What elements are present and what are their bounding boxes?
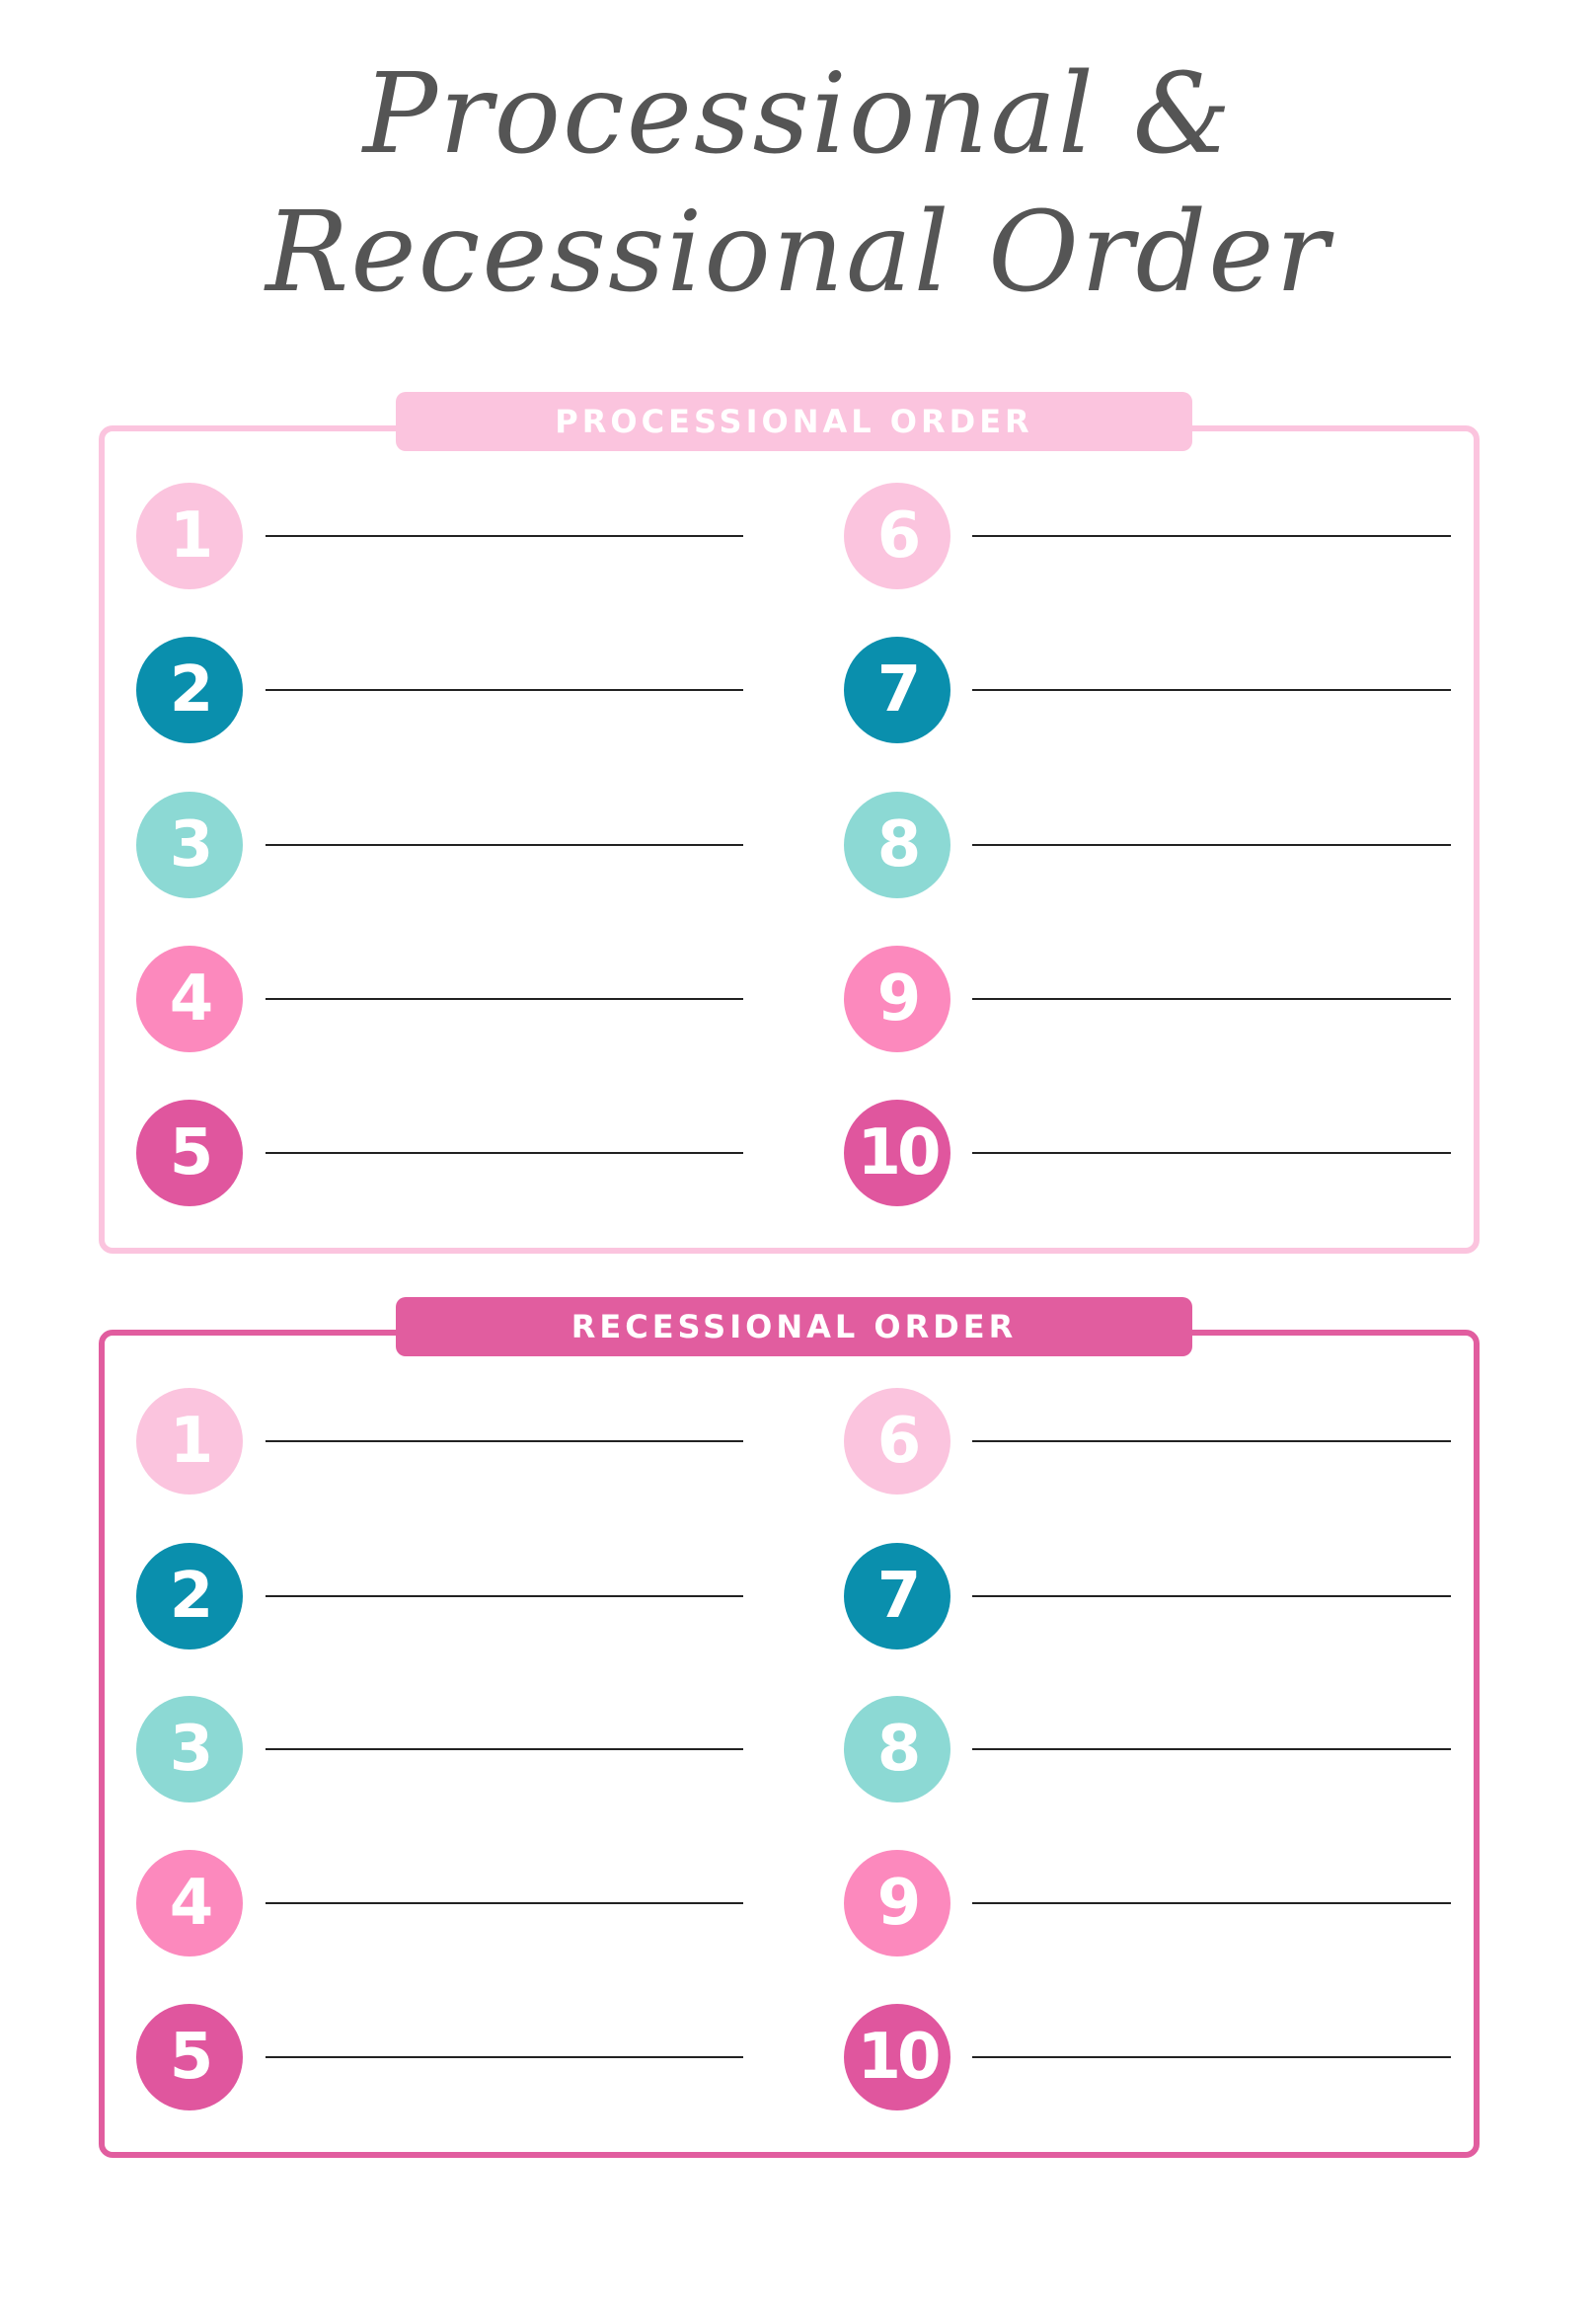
- number-badge: 8: [844, 1696, 950, 1802]
- number-badge: 3: [136, 792, 243, 898]
- name-entry-line[interactable]: [266, 1748, 743, 1750]
- recessional-box: [99, 1330, 1480, 2158]
- name-entry-line[interactable]: [972, 1748, 1451, 1750]
- name-entry-line[interactable]: [972, 998, 1451, 1000]
- number-badge: 5: [136, 2004, 243, 2110]
- number-badge: 1: [136, 1388, 243, 1495]
- number-badge: 7: [844, 1543, 950, 1649]
- name-entry-line[interactable]: [266, 844, 743, 846]
- name-entry-line[interactable]: [972, 844, 1451, 846]
- page-title-line-2: Recessional Order: [265, 189, 1331, 317]
- number-badge: 7: [844, 637, 950, 743]
- name-entry-line[interactable]: [266, 1902, 743, 1904]
- name-entry-line[interactable]: [972, 2056, 1451, 2058]
- name-entry-line[interactable]: [266, 2056, 743, 2058]
- page-title-line-1: Processional &: [362, 50, 1234, 179]
- name-entry-line[interactable]: [972, 1440, 1451, 1442]
- name-entry-line[interactable]: [972, 689, 1451, 691]
- name-entry-line[interactable]: [266, 1152, 743, 1154]
- name-entry-line[interactable]: [266, 1595, 743, 1597]
- name-entry-line[interactable]: [972, 535, 1451, 537]
- number-badge: 6: [844, 1388, 950, 1495]
- number-badge: 2: [136, 637, 243, 743]
- name-entry-line[interactable]: [266, 535, 743, 537]
- number-badge: 1: [136, 483, 243, 589]
- number-badge: 6: [844, 483, 950, 589]
- number-badge: 10: [844, 2004, 950, 2110]
- name-entry-line[interactable]: [972, 1152, 1451, 1154]
- number-badge: 8: [844, 792, 950, 898]
- name-entry-line[interactable]: [266, 689, 743, 691]
- name-entry-line[interactable]: [266, 1440, 743, 1442]
- number-badge: 4: [136, 946, 243, 1052]
- number-badge: 9: [844, 1850, 950, 1956]
- number-badge: 2: [136, 1543, 243, 1649]
- recessional-heading: RECESSIONAL ORDER: [396, 1297, 1192, 1356]
- number-badge: 10: [844, 1100, 950, 1206]
- name-entry-line[interactable]: [266, 998, 743, 1000]
- number-badge: 3: [136, 1696, 243, 1802]
- name-entry-line[interactable]: [972, 1595, 1451, 1597]
- number-badge: 5: [136, 1100, 243, 1206]
- number-badge: 4: [136, 1850, 243, 1956]
- processional-box: [99, 425, 1480, 1254]
- processional-heading: PROCESSIONAL ORDER: [396, 392, 1192, 451]
- number-badge: 9: [844, 946, 950, 1052]
- name-entry-line[interactable]: [972, 1902, 1451, 1904]
